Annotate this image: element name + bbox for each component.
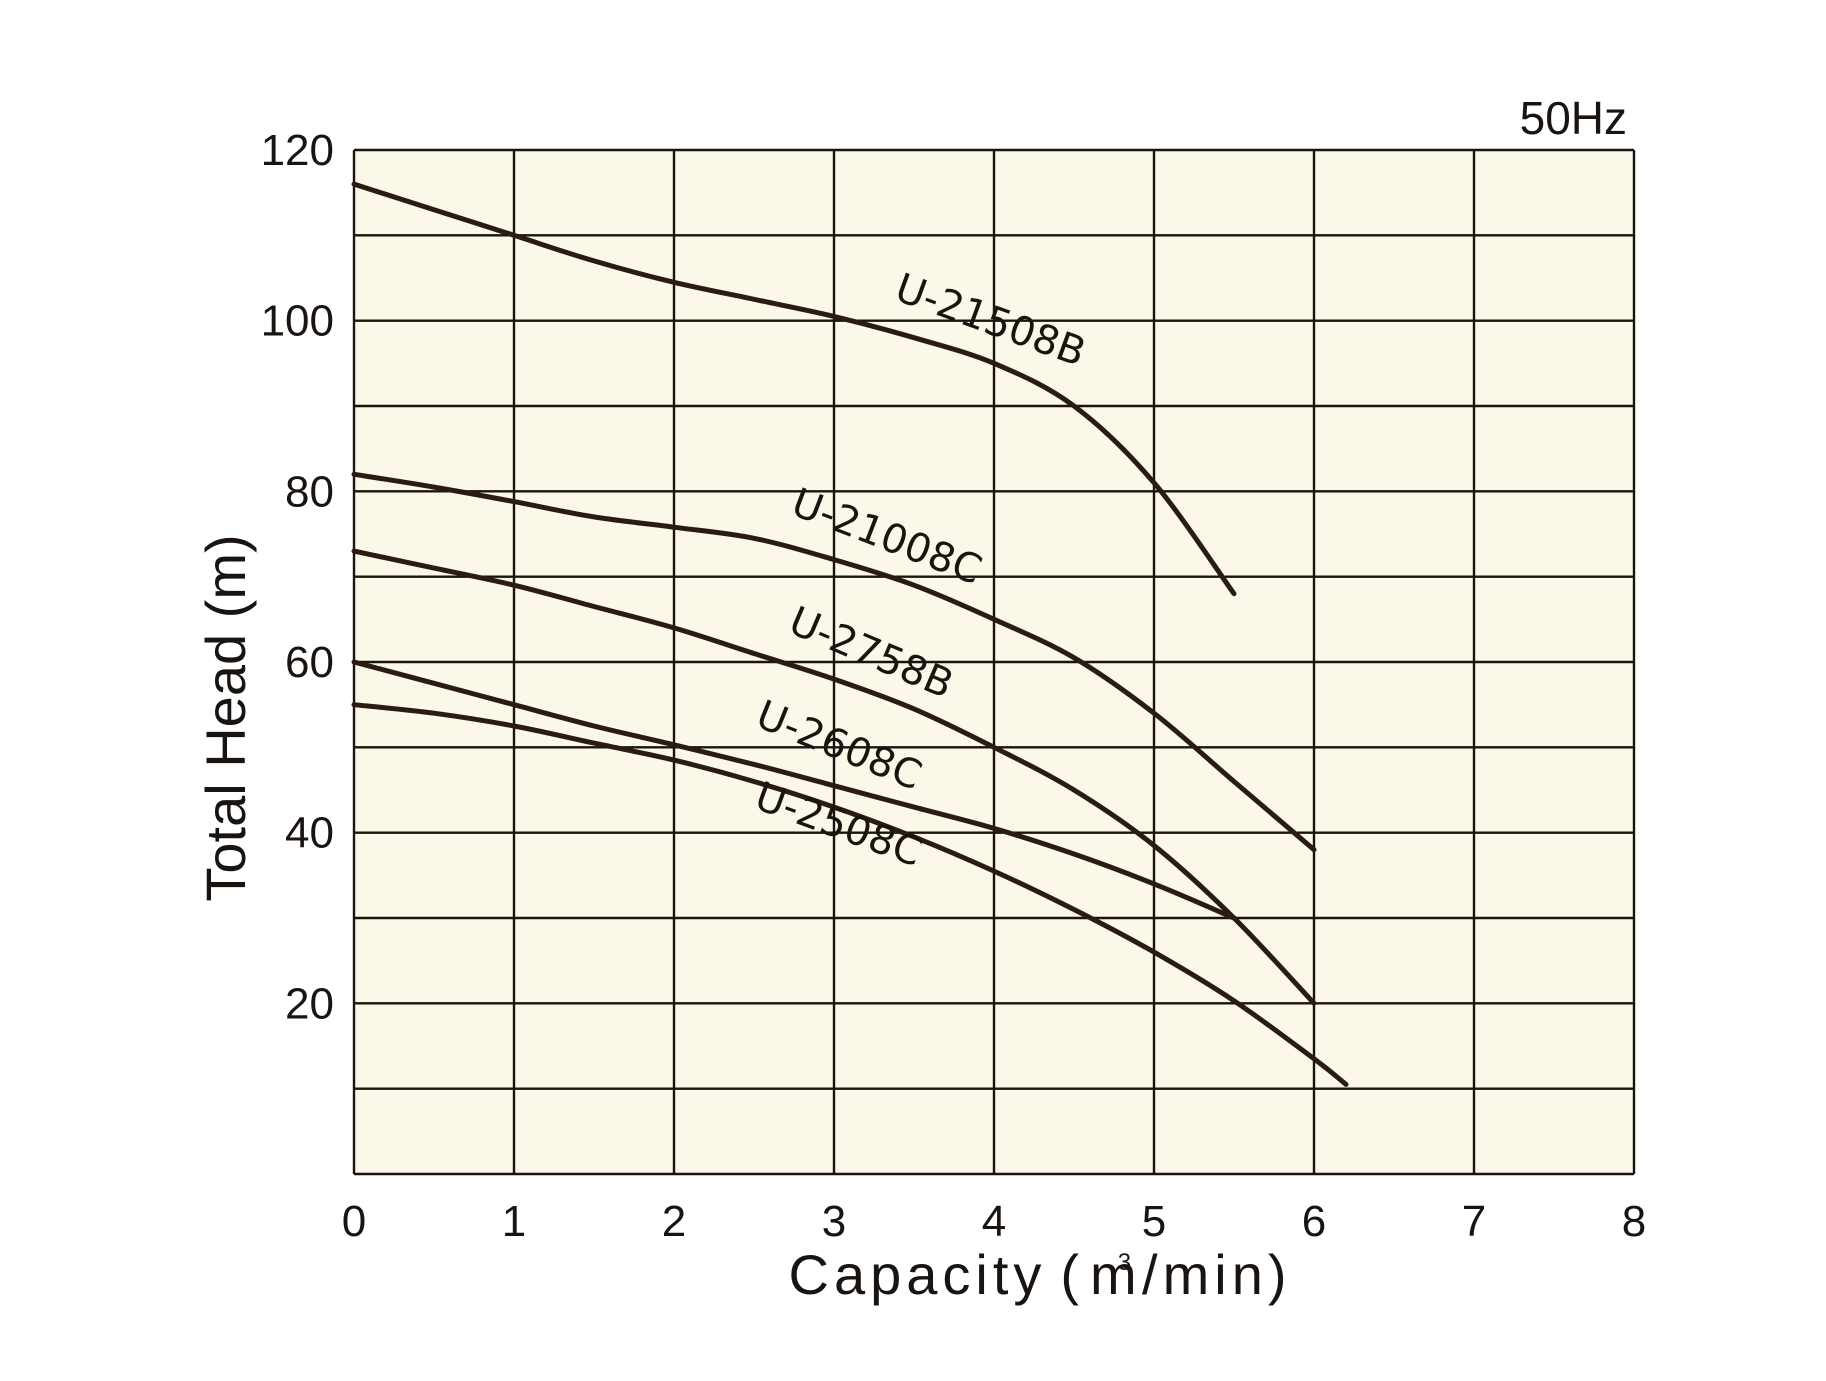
curve-u-2508c [351, 702, 1349, 1087]
y-tick-label: 20 [285, 979, 334, 1028]
x-tick-label: 7 [1462, 1197, 1486, 1246]
x-axis-ticks: 0 1 2 3 4 5 6 7 8 [342, 1197, 1646, 1246]
y-tick-label: 40 [285, 809, 334, 858]
y-axis-title: Total Head (m) [194, 534, 257, 901]
x-tick-label: 3 [822, 1197, 846, 1246]
x-axis-unit-base: m [1090, 1243, 1142, 1306]
x-axis-unit-sup: 3 [1118, 1249, 1136, 1276]
x-axis-unit-open: ( [1060, 1243, 1084, 1306]
x-tick-label: 8 [1622, 1197, 1646, 1246]
x-tick-label: 5 [1142, 1197, 1166, 1246]
frequency-label: 50Hz [1520, 92, 1627, 144]
curve-u-2608c [351, 659, 1237, 921]
y-tick-label: 60 [285, 638, 334, 687]
curve-u-21008c [351, 471, 1317, 853]
y-tick-label: 80 [285, 467, 334, 516]
curve-u-2758b [351, 548, 1317, 1006]
y-tick-label: 100 [261, 297, 334, 346]
x-axis-title-text: Capacity [789, 1243, 1047, 1306]
x-tick-label: 0 [342, 1197, 366, 1246]
curve-u-21508b [351, 181, 1237, 597]
x-tick-label: 1 [502, 1197, 526, 1246]
x-axis-unit-close: ) [1268, 1243, 1292, 1306]
x-tick-label: 6 [1302, 1197, 1326, 1246]
x-axis-title: Capacity(m3/min) [789, 1243, 1292, 1306]
x-axis-unit-rest: /min [1142, 1243, 1268, 1306]
x-tick-label: 2 [662, 1197, 686, 1246]
performance-curves [351, 181, 1349, 1087]
y-tick-label: 120 [261, 126, 334, 175]
x-tick-label: 4 [982, 1197, 1006, 1246]
y-axis-ticks: 20 40 60 80 100 120 [261, 126, 334, 1028]
